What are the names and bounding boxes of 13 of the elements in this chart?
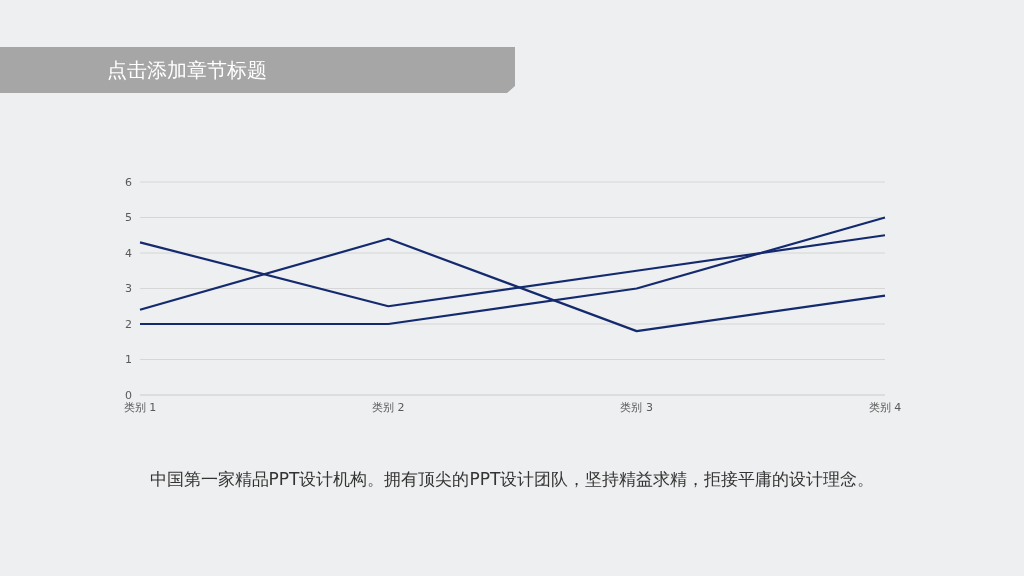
y-tick-label: 1	[125, 353, 132, 367]
text: 中国第一家精品PPT设计机构。拥有顶尖的PPT设计团队，坚持精益求精，拒接平庸的设计理念。	[148, 468, 876, 491]
y-tick-label: 4	[125, 246, 132, 260]
x-tick-label: 类别 3	[620, 400, 653, 414]
y-tick-label: 0	[125, 388, 132, 402]
chart-title: 点击添加章节标题	[107, 57, 267, 84]
y-tick-label: 5	[125, 211, 132, 225]
y-tick-label: 3	[125, 282, 132, 296]
x-tick-label: 类别 4	[868, 400, 902, 414]
y-tick-label: 6	[125, 175, 132, 189]
y-tick-label: 2	[125, 317, 132, 331]
x-tick-label: 类别 2	[372, 400, 405, 414]
x-tick-label: 类别 1	[123, 400, 157, 414]
